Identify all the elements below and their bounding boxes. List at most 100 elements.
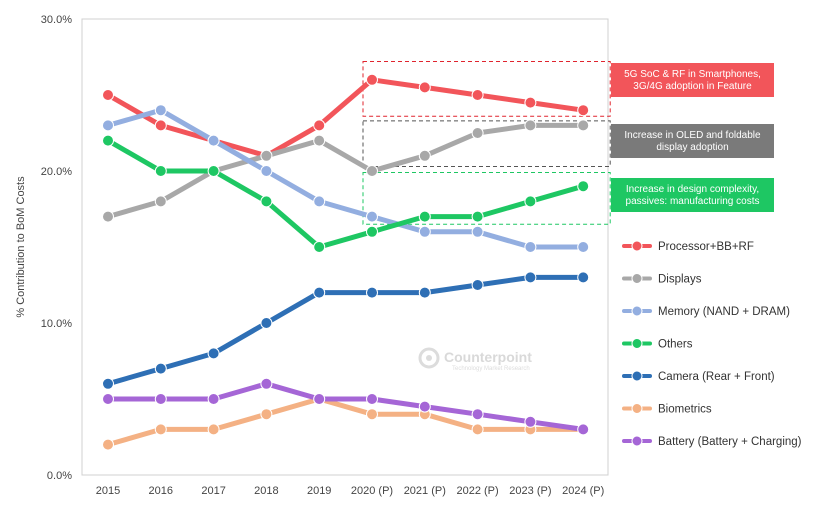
data-point — [471, 127, 484, 139]
data-point — [154, 119, 167, 132]
annotation-region — [362, 172, 611, 225]
data-point — [471, 279, 484, 291]
legend-label: Displays — [658, 274, 702, 286]
legend-item: Others — [622, 338, 693, 351]
data-point — [154, 104, 167, 117]
data-point — [366, 73, 378, 86]
annotation-text: passives: manufacturing costs — [626, 196, 760, 207]
data-point — [418, 210, 431, 223]
legend-label: Others — [658, 339, 693, 351]
x-tick-label: 2019 — [307, 485, 331, 497]
data-point — [577, 423, 590, 436]
annotation-text: 3G/4G adoption in Feature — [633, 81, 752, 92]
legend-swatch-marker — [631, 305, 643, 317]
data-point — [154, 393, 167, 405]
legend-swatch-marker — [631, 338, 643, 349]
legend-item: Memory (NAND + DRAM) — [622, 305, 790, 318]
legend-label: Memory (NAND + DRAM) — [658, 306, 790, 318]
data-point — [102, 119, 114, 132]
data-point — [313, 134, 326, 147]
data-point — [366, 225, 378, 238]
data-point — [418, 149, 431, 162]
annotation-callout — [611, 63, 774, 97]
data-point — [102, 438, 114, 451]
counterpoint-logo-icon — [418, 347, 440, 369]
legend-swatch-marker — [631, 370, 643, 382]
data-point — [366, 165, 378, 177]
x-tick-label: 2023 (P) — [509, 485, 551, 497]
annotation-group: 5G SoC & RF in Smartphones,3G/4G adoptio… — [362, 61, 774, 225]
legend-swatch-marker — [631, 240, 643, 252]
legend-label: Biometrics — [658, 404, 712, 416]
data-point — [313, 195, 326, 208]
y-axis: 0.0% 10.0% 20.0% 30.0% — [41, 14, 72, 482]
annotation-callout — [611, 124, 774, 158]
annotation-text: 5G SoC & RF in Smartphones, — [624, 69, 761, 80]
legend-item: Camera (Rear + Front) — [622, 370, 775, 383]
legend-label: Camera (Rear + Front) — [658, 371, 775, 383]
legend-item: Displays — [622, 273, 702, 286]
data-point — [577, 104, 590, 117]
series-line — [105, 381, 586, 432]
data-point — [524, 271, 537, 284]
data-point — [577, 180, 590, 193]
data-point — [102, 89, 114, 101]
legend-swatch-marker — [631, 273, 643, 284]
data-point — [260, 195, 273, 208]
annotation-callout — [611, 178, 774, 212]
data-point — [102, 393, 114, 405]
series-line — [105, 274, 586, 387]
data-point — [313, 286, 326, 299]
data-point — [260, 149, 273, 162]
legend-swatch-marker — [631, 403, 643, 414]
data-point — [471, 89, 484, 101]
x-axis: 2015 2016 2017 2018 2019 2020 (P) 2021 (P) 2022… — [96, 485, 605, 497]
data-point — [366, 286, 378, 299]
x-tick-label: 2015 — [96, 485, 120, 497]
series — [102, 377, 590, 436]
legend: Processor+BB+RF Displays Memory (NAND + DR… — [622, 240, 802, 448]
watermark-tagline: Technology Market Research — [452, 366, 530, 372]
data-point — [154, 165, 167, 177]
series-line — [105, 77, 586, 159]
data-point — [313, 119, 326, 132]
series — [102, 134, 590, 253]
series-layer — [102, 73, 590, 451]
series-line — [105, 396, 586, 448]
data-point — [471, 225, 484, 238]
series — [102, 271, 590, 390]
data-point — [524, 241, 537, 253]
data-point — [313, 241, 326, 253]
data-point — [207, 393, 220, 405]
series-line — [105, 138, 586, 250]
data-point — [260, 408, 273, 421]
data-point — [366, 210, 378, 223]
data-point — [471, 423, 484, 436]
x-tick-label: 2017 — [201, 485, 225, 497]
data-point — [260, 317, 273, 329]
data-point — [102, 210, 114, 223]
data-point — [366, 408, 378, 421]
y-tick-label: 0.0% — [47, 470, 72, 482]
plot-area-border — [81, 18, 609, 476]
data-point — [418, 81, 431, 94]
annotation-text: Increase in design complexity, — [626, 184, 759, 195]
legend-item: Battery (Battery + Charging) — [622, 435, 802, 448]
data-point — [524, 415, 537, 428]
series-line — [105, 122, 586, 220]
data-point — [577, 119, 590, 132]
data-point — [154, 195, 167, 208]
x-tick-label: 2016 — [149, 485, 173, 497]
x-tick-label: 2022 (P) — [456, 485, 498, 497]
data-point — [154, 423, 167, 436]
y-tick-label: 20.0% — [41, 166, 72, 178]
data-point — [260, 165, 273, 177]
y-axis-label: % Contribution to BoM Costs — [15, 176, 27, 318]
x-tick-label: 2024 (P) — [562, 485, 604, 497]
data-point — [524, 119, 537, 132]
legend-swatch-marker — [631, 435, 643, 447]
data-point — [471, 210, 484, 223]
data-point — [207, 165, 220, 177]
series — [102, 104, 590, 253]
